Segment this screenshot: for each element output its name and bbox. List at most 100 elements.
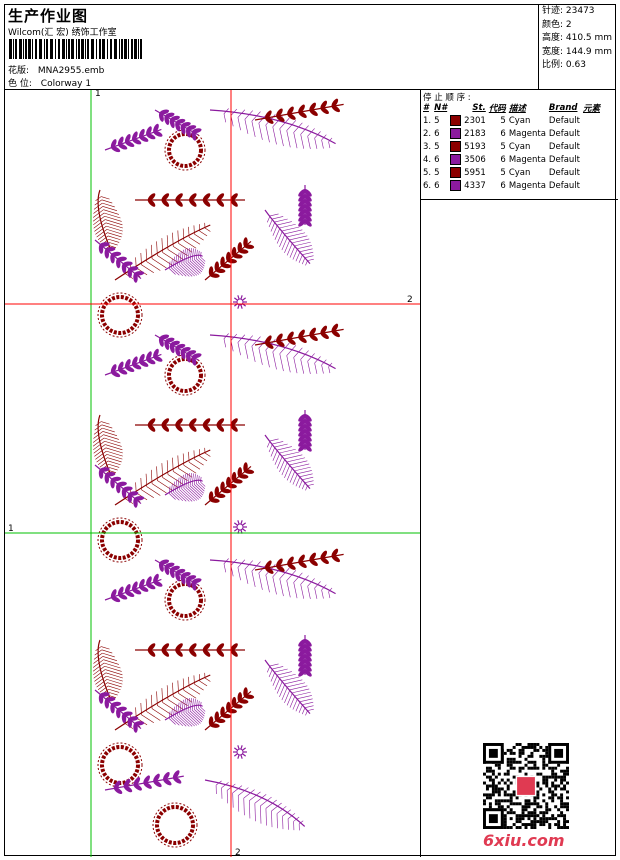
col-stitches: St. xyxy=(472,103,486,113)
colorway-name: Colorway 1 xyxy=(40,79,92,89)
row-desc: Cyan xyxy=(508,167,531,178)
stats-panel: 针迹: 23473 颜色: 2 高度: 410.5 mm 宽度: 144.9 m… xyxy=(538,5,615,89)
row-code: 6 xyxy=(500,128,506,139)
row-element xyxy=(583,153,603,166)
row-num: 2. xyxy=(423,128,432,139)
row-stitches: 2301 xyxy=(464,115,486,126)
guide-label-h-red: 2 xyxy=(407,295,413,305)
design-width: 宽度: 144.9 mm xyxy=(542,46,613,57)
row-num: 6. xyxy=(423,180,432,191)
stop-row: 3. 5 5193 5 Cyan Default xyxy=(423,140,603,153)
row-desc: Magenta xyxy=(508,180,546,191)
company-name: Wilcom(汇 宏) 绣饰工作室 xyxy=(8,28,117,38)
ring-motif xyxy=(100,295,140,335)
ring-motif xyxy=(155,805,195,845)
row-stitches: 4337 xyxy=(464,180,486,191)
color-count: 颜色: 2 xyxy=(542,19,572,30)
row-swatch xyxy=(450,114,464,127)
row-stitches: 2183 xyxy=(464,128,486,139)
thread-color-swatch xyxy=(450,128,462,139)
thread-color-swatch xyxy=(450,141,462,152)
row-brand: Default xyxy=(548,115,580,126)
feather-stem xyxy=(264,209,311,265)
row-num: 5. xyxy=(423,167,432,178)
row-desc: Cyan xyxy=(508,141,531,152)
stitch-count: 针迹: 23473 xyxy=(542,6,595,16)
row-code: 6 xyxy=(500,180,506,191)
row-swatch xyxy=(450,166,464,179)
feather-stem xyxy=(264,434,311,490)
row-num: 4. xyxy=(423,154,432,165)
feather-stem xyxy=(114,224,211,281)
row-desc: Cyan xyxy=(508,115,531,126)
thread-color-swatch xyxy=(450,167,462,178)
row-num: 3. xyxy=(423,141,432,152)
ring-motif xyxy=(100,745,140,785)
feather-stem xyxy=(97,189,111,250)
row-stitches: 3506 xyxy=(464,154,486,165)
row-element xyxy=(583,166,603,179)
watermark-text: 6xiu.com xyxy=(483,831,565,850)
row-stitches: 5193 xyxy=(464,141,486,152)
row-code: 5 xyxy=(500,141,506,152)
ring-motif xyxy=(100,520,140,560)
design-label: 花版: xyxy=(8,66,30,76)
stop-row: 2. 6 2183 6 Magenta Default xyxy=(423,127,603,140)
row-code: 5 xyxy=(500,115,506,126)
row-num: 1. xyxy=(423,115,432,126)
thread-color-swatch xyxy=(450,180,462,191)
row-stitches: 5951 xyxy=(464,167,486,178)
row-code: 5 xyxy=(500,167,506,178)
colorway-line: 色 位: Colorway 1 xyxy=(8,76,91,89)
row-desc: Magenta xyxy=(508,154,546,165)
col-code: 代码 xyxy=(488,104,506,114)
row-needle: 6 xyxy=(434,128,440,139)
feather-stem xyxy=(264,659,311,715)
row-needle: 6 xyxy=(434,180,440,191)
production-sheet: 生产作业图 Wilcom(汇 宏) 绣饰工作室 花版: MNA2955.emb … xyxy=(4,4,618,858)
guide-label-v-green: 1 xyxy=(95,89,101,99)
row-needle: 5 xyxy=(434,115,440,126)
thread-color-swatch xyxy=(450,115,462,126)
feather-stem xyxy=(114,674,211,731)
row-needle: 6 xyxy=(434,154,440,165)
row-desc: Magenta xyxy=(508,128,546,139)
feather-stem xyxy=(164,479,203,496)
col-element: 元素 xyxy=(582,104,600,114)
colorway-label: 色 位: xyxy=(8,79,32,89)
row-element xyxy=(583,127,603,140)
row-element xyxy=(583,140,603,153)
design-scale: 比例: 0.63 xyxy=(542,60,586,71)
stop-sequence-table: # N# St. 代码 描述 Brand 元素 1. 5 2301 5 Cyan Defa… xyxy=(423,102,603,192)
barcode-icon xyxy=(9,39,142,59)
row-brand: Default xyxy=(548,180,580,191)
stop-row: 5. 5 5951 5 Cyan Default xyxy=(423,166,603,179)
row-swatch xyxy=(450,153,464,166)
feather-stem xyxy=(97,414,111,475)
row-needle: 5 xyxy=(434,167,440,178)
feather-stem xyxy=(164,704,203,721)
row-needle: 5 xyxy=(434,141,440,152)
ring-motif xyxy=(167,582,203,618)
row-element xyxy=(583,114,603,127)
ring-motif xyxy=(167,132,203,168)
embroidery-design xyxy=(5,90,420,857)
row-brand: Default xyxy=(548,128,580,139)
stop-sequence-caption: 停 止 顺 序 : xyxy=(423,93,471,103)
col-needle: N# xyxy=(434,103,448,113)
stop-row: 4. 6 3506 6 Magenta Default xyxy=(423,153,603,166)
design-file-name: MNA2955.emb xyxy=(37,66,105,76)
col-num: # xyxy=(423,103,429,113)
qr-code-icon xyxy=(483,743,569,829)
row-brand: Default xyxy=(548,154,580,165)
row-brand: Default xyxy=(548,141,580,152)
stop-row: 1. 5 2301 5 Cyan Default xyxy=(423,114,603,127)
feather-stem xyxy=(164,254,203,271)
sheet-title: 生产作业图 xyxy=(8,7,89,25)
col-color xyxy=(450,102,464,114)
guide-label-v-red: 2 xyxy=(235,848,241,858)
thread-color-swatch xyxy=(450,154,462,165)
col-brand: Brand xyxy=(548,103,578,113)
row-swatch xyxy=(450,140,464,153)
row-brand: Default xyxy=(548,167,580,178)
